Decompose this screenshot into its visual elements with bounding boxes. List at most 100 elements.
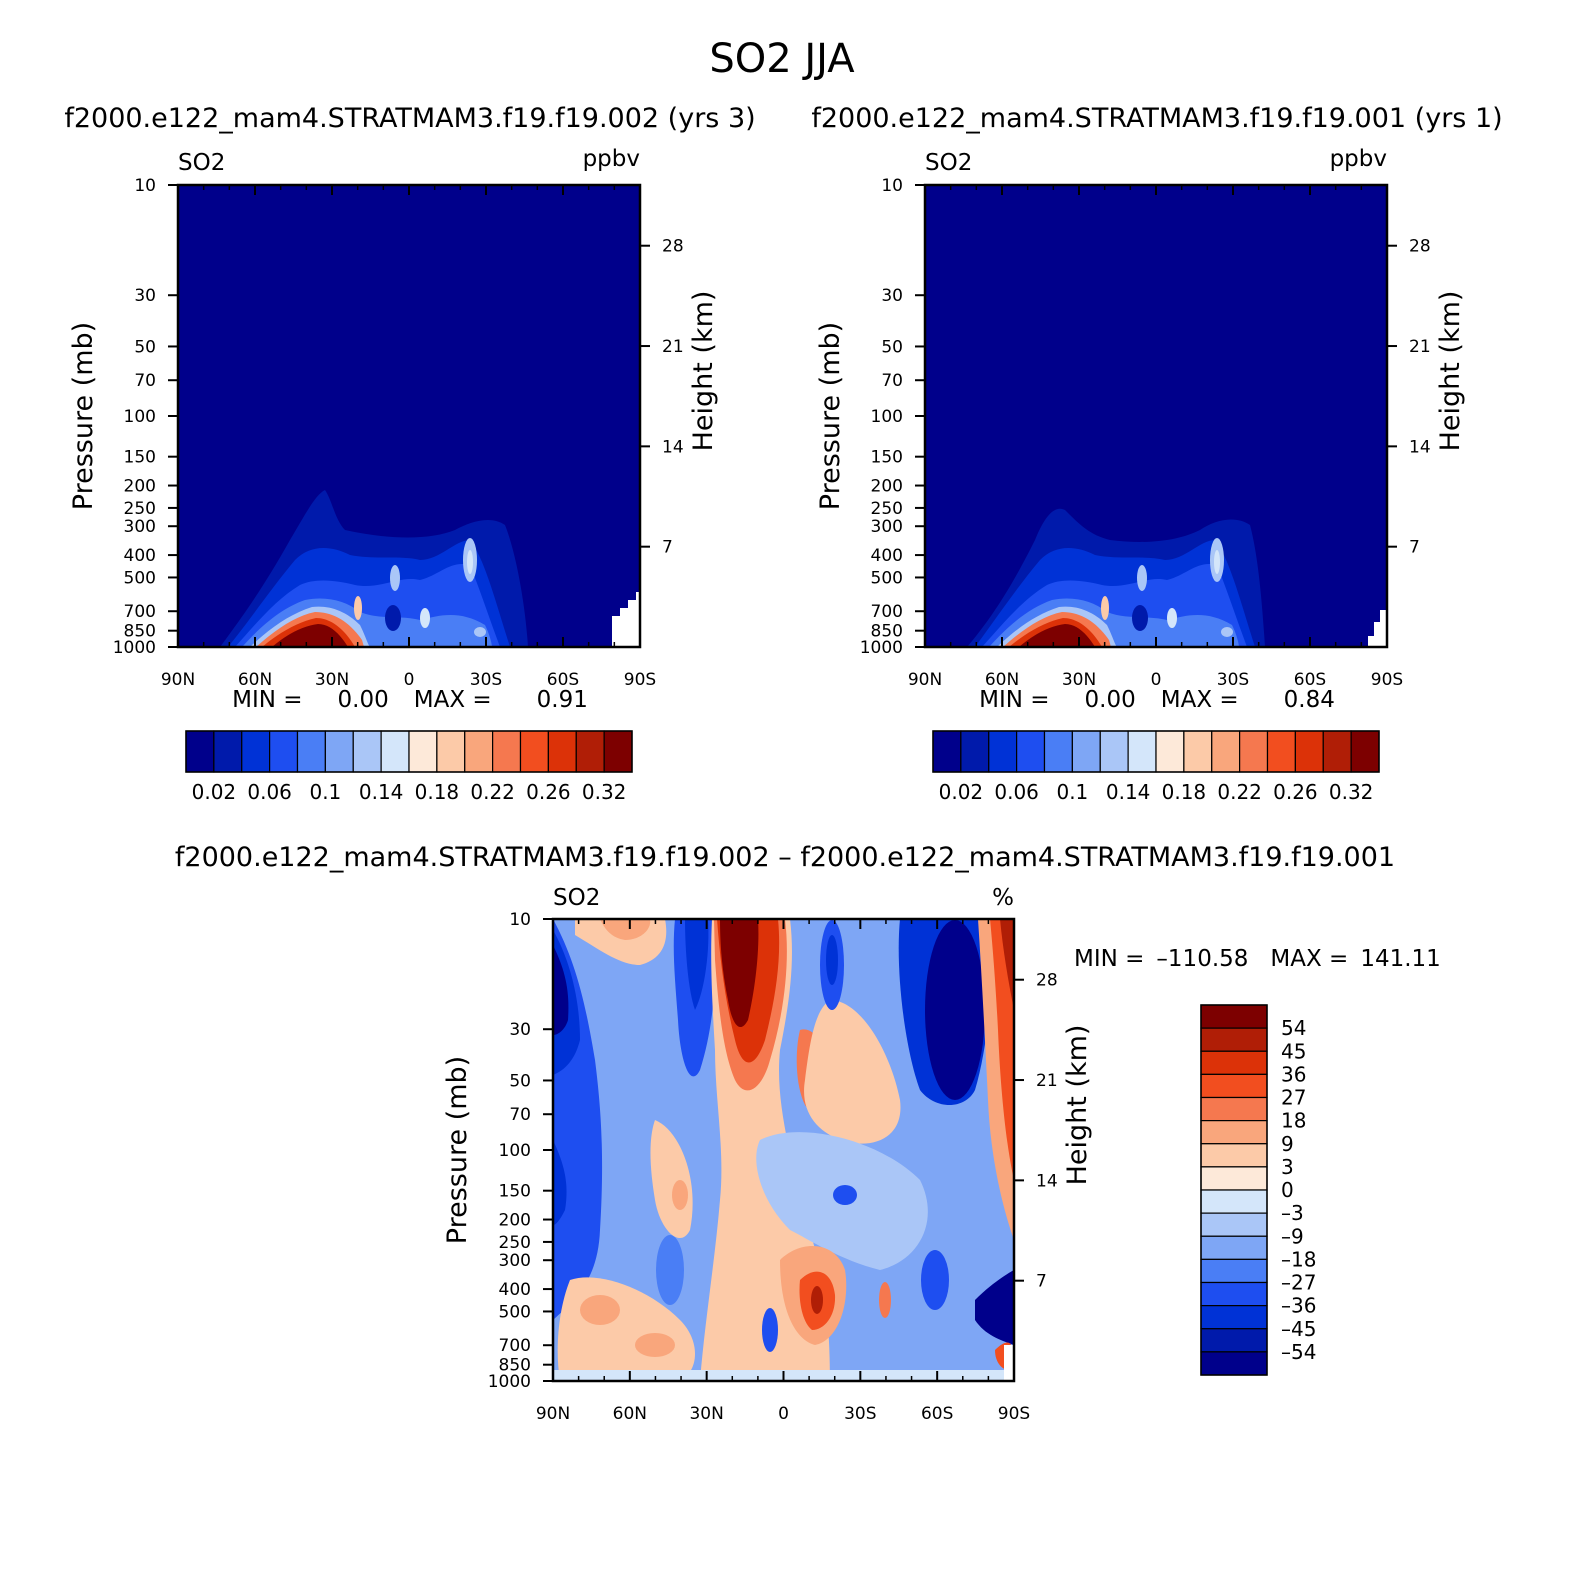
panel-difference-contour-blob [762, 1308, 778, 1352]
panel-difference-axes-x-tick-label: 60N [613, 1404, 647, 1424]
panel-control-max-value: 0.84 [1284, 687, 1335, 713]
panel-difference-colorbar-label: –27 [1281, 1271, 1316, 1295]
panel-control-colorbar-swatch [1183, 730, 1213, 773]
panel-case-colorbar-swatch [380, 730, 410, 773]
panel-control-min-label: MIN = [979, 687, 1049, 713]
panel-control-colorbar-label: 0.32 [1329, 780, 1374, 804]
panel-difference-axes-y-tick-label: 850 [499, 1356, 531, 1376]
panel-difference-colorbar-label: –36 [1281, 1294, 1316, 1318]
panel-difference-axes-y-tick-label: 400 [499, 1280, 531, 1300]
panel-control-axes-y-tick-label: 150 [871, 448, 903, 468]
panel-difference-stats: MIN = –110.58 MAX = 141.11 [1074, 946, 1441, 972]
panel-control-contour-blob [1137, 565, 1147, 591]
panel-case-axes-x-tick-label: 90S [624, 670, 656, 690]
panel-control-colorbar-swatch [1350, 730, 1380, 773]
panel-difference-contour-blob [833, 1185, 857, 1205]
panel-case-contour-blob [420, 608, 430, 628]
panel-control-contour-field [925, 185, 1387, 647]
panel-difference-colorbar-label: 3 [1281, 1155, 1294, 1179]
panel-control-axes-y-tick-label: 1000 [860, 638, 903, 658]
panel-case-axes-x-tick-label: 0 [404, 670, 415, 690]
panel-case-colorbar-label: 0.1 [309, 780, 341, 804]
panel-case-axes: 90N 60N 30N 0 30S 60S 90S 10 30 50 70 100 150 2002503… [68, 176, 719, 690]
panel-control-axes-x-tick-label: 60N [985, 670, 1019, 690]
panel-control-colorbar: 0.02 0.06 0.1 0.14 0.18 0.22 0.26 0.32 [932, 730, 1380, 804]
panel-case-colorbar-swatch [269, 730, 299, 773]
panel-control-colorbar-swatch [1155, 730, 1185, 773]
panel-difference-min-value: –110.58 [1156, 946, 1248, 972]
panel-case-min-label: MIN = [232, 687, 302, 713]
panel-control-axes-y-tick-label: 10 [881, 176, 903, 196]
panel-difference-colorbar-swatch [1200, 1166, 1268, 1191]
panel-control-colorbar-label: 0.14 [1106, 780, 1151, 804]
panel-difference-contour-right-ellipse [925, 920, 985, 1100]
panel-control-units-label: ppbv [1330, 146, 1387, 172]
panel-difference-axes-y2-axis-title: Height (km) [1062, 1025, 1093, 1186]
panel-control-axes-y2-tick-label: 21 [1409, 337, 1431, 357]
panel-difference-contour-blob [921, 1250, 949, 1310]
panel-case-colorbar-swatch [241, 730, 271, 773]
panel-case-contour-blob [467, 550, 473, 574]
panel-difference-axes-y-tick-label: 100 [499, 1141, 531, 1161]
panel-difference-variable-label: SO2 [553, 885, 600, 911]
panel-control-colorbar-swatch [1322, 730, 1352, 773]
panel-difference-colorbar-swatch [1200, 1073, 1268, 1099]
panel-control-colorbar-label: 0.22 [1217, 780, 1262, 804]
panel-control-axes-y-tick-label: 250 [871, 499, 903, 519]
panel-difference-axes-y-tick-label: 30 [509, 1020, 531, 1040]
panel-case-colorbar-label: 0.02 [192, 780, 237, 804]
panel-difference: f2000.e122_mam4.STRATMAM3.f19.f19.002 – … [175, 842, 1441, 1424]
panel-control-colorbar-swatch [1043, 730, 1073, 773]
panel-difference-axes-x-tick-label: 90N [536, 1404, 570, 1424]
panel-case-axes-y-tick-label: 100 [124, 407, 156, 427]
panel-difference-axes-x-tick-label: 30S [844, 1404, 876, 1424]
panel-difference-axes-y2-tick-label: 21 [1036, 1071, 1058, 1091]
panel-difference-axes-y-tick-label: 500 [499, 1302, 531, 1322]
panel-case-axes-y-tick-label: 150 [124, 448, 156, 468]
panel-case-variable-label: SO2 [178, 150, 225, 176]
panel-difference-missing-data [1004, 1345, 1014, 1381]
panel-control-contour-blob [1214, 550, 1220, 574]
panel-difference-colorbar-swatch [1200, 1050, 1268, 1075]
panel-difference-axes-y2-tick-label: 14 [1036, 1171, 1058, 1191]
panel-control-axes-y-tick-label: 200 [871, 477, 903, 497]
panel-control-colorbar-frame [932, 730, 1380, 773]
panel-case-colorbar-swatch [408, 730, 438, 773]
panel-difference-contour-left-edge [553, 945, 569, 1035]
panel-case-colorbar-swatch [213, 730, 243, 773]
panel-control-colorbar-swatch [1016, 730, 1046, 773]
panel-control-colorbar-swatch [1127, 730, 1157, 773]
panel-control-axes-x-tick-label: 90S [1371, 670, 1403, 690]
panel-case-axes-y2-tick-label: 7 [662, 538, 673, 558]
panel-control-colorbar-swatch [932, 730, 962, 773]
panel-difference-contour-field [553, 919, 1014, 1381]
panel-control-min-value: 0.00 [1085, 687, 1136, 713]
panel-difference-contour-blob [656, 1235, 684, 1305]
panel-control-contour-level-8 [1019, 624, 1095, 647]
panel-control-colorbar-swatch [1071, 730, 1101, 773]
panel-control-missing-data [1368, 610, 1387, 647]
panel-difference-colorbar-swatch [1200, 1258, 1268, 1284]
panel-case-contour-field [178, 185, 640, 647]
panel-case-missing-data [612, 592, 640, 647]
panel-difference-colorbar-swatch [1200, 1351, 1268, 1376]
panel-control-axes-y2-axis-title: Height (km) [1435, 291, 1466, 452]
panel-difference-contour-blue-column [685, 919, 709, 1010]
panel-difference-colorbar-label: 18 [1281, 1109, 1306, 1133]
panel-difference-colorbar-swatch [1200, 1027, 1268, 1052]
panel-control-axes-y-axis-title: Pressure (mb) [815, 322, 846, 510]
panel-control-max-label: MAX = [1161, 687, 1239, 713]
panel-difference-colorbar-label: 9 [1281, 1132, 1294, 1156]
panel-case-axes-y-tick-label: 500 [124, 568, 156, 588]
panel-case-contour-blob [390, 565, 400, 591]
figure-title: SO2 JJA [709, 36, 855, 82]
panel-difference-colorbar-label: 45 [1281, 1039, 1306, 1063]
panel-control-colorbar-swatch [1099, 730, 1129, 773]
panel-case-subtitle: f2000.e122_mam4.STRATMAM3.f19.f19.002 (y… [64, 103, 755, 134]
panel-difference-colorbar-swatch [1200, 1305, 1268, 1330]
panel-difference-colorbar-label: –18 [1281, 1247, 1316, 1271]
panel-case-contour-blob [385, 605, 401, 631]
panel-difference-colorbar-label: 0 [1281, 1178, 1294, 1202]
panel-case-axes-x-tick-label: 30N [315, 670, 349, 690]
